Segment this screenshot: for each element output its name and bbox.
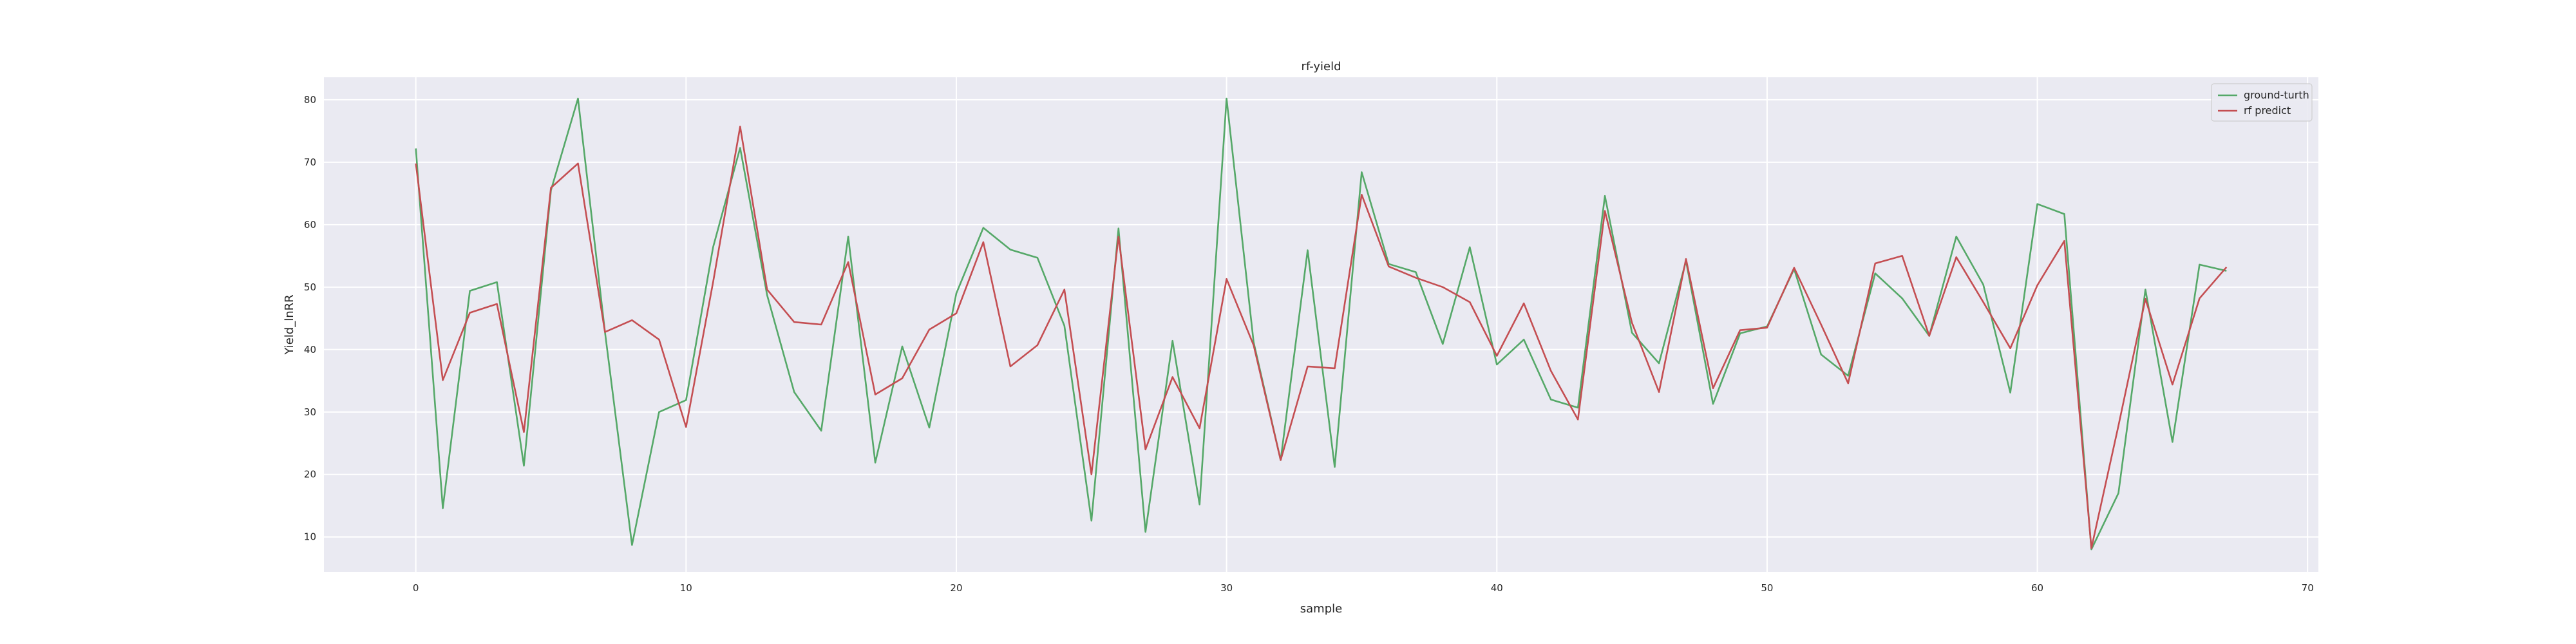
x-tick-label: 60	[2031, 582, 2043, 594]
x-axis-title: sample	[1300, 602, 1342, 616]
legend-label-1: ground-turth	[2244, 89, 2309, 101]
y-tick-label: 40	[304, 344, 316, 355]
y-tick-label: 60	[304, 219, 316, 231]
y-tick-label: 10	[304, 531, 316, 543]
grid	[324, 77, 2318, 572]
x-tick-label: 30	[1220, 582, 1233, 594]
x-tick-label: 10	[680, 582, 692, 594]
legend: ground-turth rf predict	[2211, 83, 2313, 122]
y-tick-label: 80	[304, 94, 316, 106]
y-tick-label: 70	[304, 156, 316, 168]
y-axis-title: Yield_lnRR	[283, 294, 296, 355]
x-tick-label: 50	[1761, 582, 1773, 594]
x-tick-label: 20	[950, 582, 962, 594]
x-tick-label: 70	[2302, 582, 2314, 594]
series-line-2	[415, 126, 2228, 549]
series-line-1	[415, 97, 2227, 551]
y-tick-label: 50	[304, 281, 316, 293]
chart-title: rf-yield	[1301, 60, 1341, 73]
legend-box	[2211, 83, 2313, 122]
y-tick-label: 20	[304, 469, 316, 480]
plot-background	[324, 77, 2318, 572]
legend-label-2: rf predict	[2244, 104, 2291, 117]
y-tick-label: 30	[304, 406, 316, 418]
x-tick-label: 40	[1491, 582, 1503, 594]
x-tick-label: 0	[413, 582, 419, 594]
